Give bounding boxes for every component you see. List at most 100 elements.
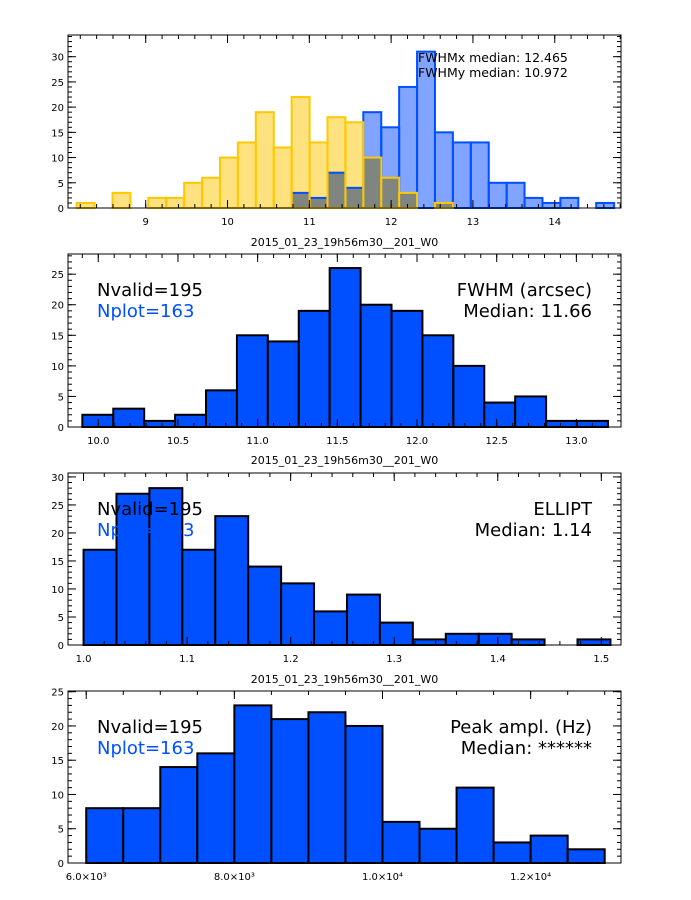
fwhmy-bar-fill: [112, 192, 131, 208]
histogram-bar: [82, 548, 118, 646]
y-tick-label: 0: [58, 423, 64, 434]
fwhmy-bar-fill: [273, 147, 292, 208]
histogram-bar: [344, 724, 384, 864]
plot-frame: [67, 472, 622, 646]
x-tick-label: 1.4: [490, 654, 506, 665]
fwhmx-bar-fill: [434, 132, 453, 208]
y-tick-label: 5: [58, 825, 64, 836]
x-tick-label: 1.2: [283, 654, 299, 665]
y-tick-label: 5: [58, 179, 64, 190]
x-tick-label: 12: [385, 217, 398, 228]
x-tick-label: 11: [303, 217, 316, 228]
x-tick-label: 10.0: [87, 436, 109, 447]
overlap-bar: [434, 202, 453, 208]
quantity-label: Peak ampl. (Hz): [450, 717, 592, 738]
median-legend-2: FWHMy median: 10.972: [418, 65, 568, 80]
fwhmy-bar-fill: [345, 122, 364, 208]
fwhmy-bar-fill: [255, 112, 274, 208]
fwhmy-bar-fill: [184, 182, 203, 208]
histogram-bar: [455, 786, 495, 865]
overlap-bar: [345, 187, 364, 208]
histogram-bar: [359, 303, 393, 429]
median-label: Median: 1.14: [475, 520, 592, 541]
nvalid-label: Nvalid=195: [97, 499, 203, 520]
x-tick-label: 6.0×10³: [66, 872, 107, 883]
x-tick-label: 11.5: [326, 436, 348, 447]
nplot-label: Nplot=163: [97, 301, 194, 322]
histogram-bar: [418, 827, 458, 865]
histogram-bar: [159, 766, 199, 864]
histogram-bar: [444, 632, 480, 647]
histogram-bar: [247, 565, 283, 647]
histogram-bar: [112, 407, 146, 428]
overlap-bar: [309, 197, 328, 208]
fwhmx-bar-fill: [417, 51, 435, 208]
plot-frame: [67, 34, 622, 209]
histogram-bar: [328, 267, 362, 428]
histogram-bar: [174, 413, 208, 429]
fwhmy-bar-fill: [291, 97, 310, 208]
y-tick-label: 10: [51, 362, 64, 373]
histogram-bar: [313, 610, 348, 646]
fwhmx-bar-fill: [596, 202, 615, 208]
fwhmy-bar-fill: [237, 142, 256, 208]
y-tick-label: 0: [58, 859, 64, 870]
fwhmy-bar-fill: [166, 197, 185, 208]
plot-frame: [67, 253, 622, 428]
histogram-bar: [85, 807, 125, 864]
panel-3: 2015_01_23_19h56m30__201_W0 Nvalid=195Npl…: [51, 454, 622, 665]
histogram-bar: [390, 309, 424, 428]
histogram-bar: [477, 632, 513, 647]
histogram-bar: [196, 752, 236, 865]
overlap-bar: [399, 192, 418, 208]
x-tick-label: 11.0: [247, 436, 269, 447]
fwhmx-bar-fill: [488, 182, 507, 208]
plot-title: 2015_01_23_19h56m30__201_W0: [251, 454, 439, 467]
x-tick-label: 1.5: [593, 654, 609, 665]
quantity-label: ELLIPT: [533, 499, 593, 520]
histogram-bar: [214, 515, 250, 647]
x-tick-label: 10.5: [167, 436, 189, 447]
y-tick-label: 20: [51, 722, 64, 733]
histogram-bar: [421, 334, 455, 429]
histogram-bar: [233, 704, 273, 864]
y-tick-label: 0: [58, 204, 64, 215]
plot-frame: [67, 690, 622, 864]
nplot-label: Nplot=163: [97, 738, 194, 759]
y-tick-label: 25: [51, 270, 64, 281]
histogram-bar: [381, 820, 421, 864]
x-tick-label: 10: [221, 217, 234, 228]
y-tick-label: 10: [51, 154, 64, 165]
x-tick-label: 9: [143, 217, 149, 228]
histogram-bar: [181, 548, 217, 646]
histogram-bar: [115, 492, 151, 646]
overlap-bar: [381, 177, 400, 208]
histogram-bar: [576, 638, 612, 647]
nplot-label: Nplot=163: [97, 520, 194, 541]
x-tick-label: 1.3: [386, 654, 402, 665]
x-tick-label: 12.5: [486, 436, 508, 447]
histogram-bar: [205, 389, 238, 429]
histogram-bar: [566, 848, 606, 864]
fwhmx-bar-fill: [524, 197, 543, 208]
y-tick-label: 25: [51, 78, 64, 89]
fwhmy-bar-fill: [309, 142, 328, 208]
x-tick-label: 13: [467, 217, 480, 228]
fwhmx-bar-fill: [506, 182, 525, 208]
quantity-label: FWHM (arcsec): [457, 280, 592, 301]
x-tick-label: 1.0×10⁴: [362, 872, 403, 883]
y-tick-label: 30: [51, 473, 64, 484]
y-tick-label: 10: [51, 585, 64, 596]
median-label: Median: ******: [461, 738, 592, 759]
histogram-bar: [122, 807, 162, 864]
y-tick-label: 20: [51, 301, 64, 312]
nvalid-label: Nvalid=195: [97, 717, 203, 738]
x-tick-label: 14: [548, 217, 561, 228]
fwhmy-bar-fill: [76, 202, 95, 208]
histogram-bar: [492, 841, 532, 865]
histogram-bar: [143, 419, 177, 429]
histogram-bar: [378, 621, 414, 647]
y-tick-label: 15: [51, 331, 64, 342]
y-tick-label: 20: [51, 529, 64, 540]
histogram-bar: [483, 401, 517, 428]
